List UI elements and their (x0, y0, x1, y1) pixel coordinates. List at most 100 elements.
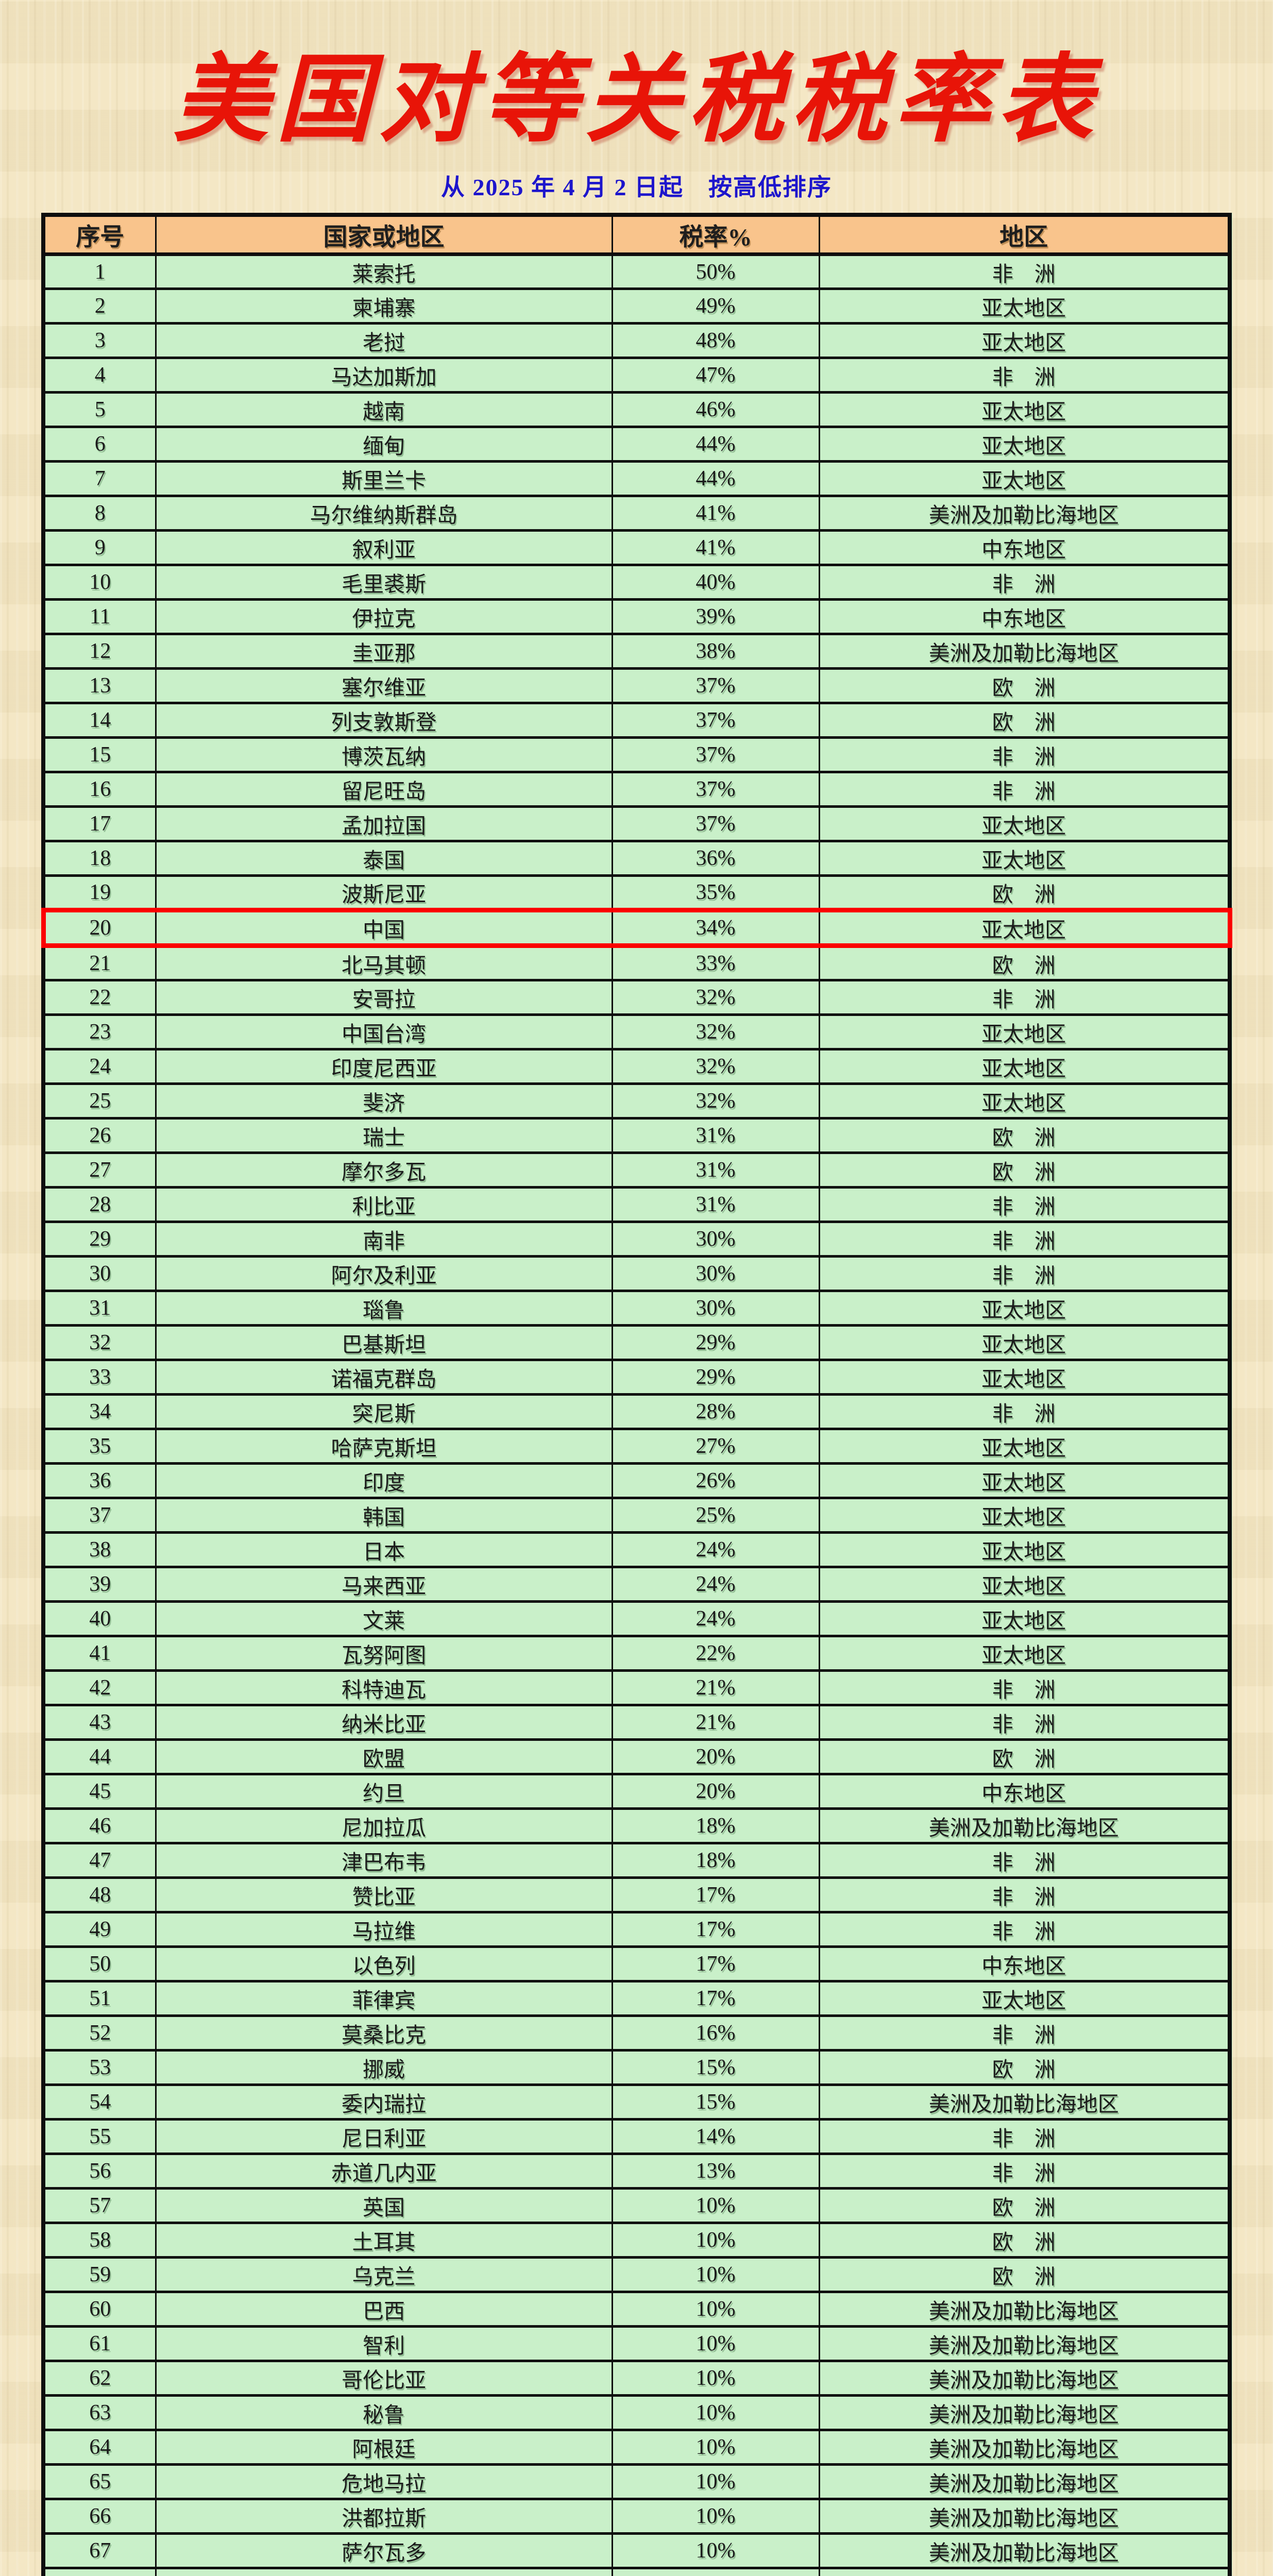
cell-region: 亚太地区 (819, 841, 1231, 877)
cell-country: 哈萨克斯坦 (156, 1429, 613, 1465)
cell-region: 美洲及加勒比海地区 (819, 2430, 1231, 2466)
cell-region: 美洲及加勒比海地区 (819, 2464, 1231, 2501)
cell-no: 5 (43, 392, 157, 429)
table-row: 49 马拉维 17% 非 洲 (43, 1912, 1231, 1948)
cell-country: 诺福克群岛 (156, 1360, 613, 1396)
cell-rate: 10% (612, 2499, 820, 2535)
cell-no: 51 (43, 1981, 157, 2018)
table-row: 19 波斯尼亚 35% 欧 洲 (43, 875, 1231, 912)
table-row: 3 老挝 48% 亚太地区 (43, 323, 1231, 360)
cell-rate: 10% (612, 2361, 820, 2397)
table-row: 28 利比亚 31% 非 洲 (43, 1187, 1231, 1224)
table-row: 41 瓦努阿图 22% 亚太地区 (43, 1636, 1231, 1672)
cell-region: 亚太地区 (819, 908, 1232, 948)
table-row: 9 叙利亚 41% 中东地区 (43, 530, 1231, 567)
cell-rate: 32% (612, 980, 820, 1016)
cell-rate: 37% (612, 806, 820, 843)
cell-country: 叙利亚 (156, 530, 613, 567)
cell-no: 65 (43, 2464, 157, 2501)
cell-country: 英国 (156, 2188, 613, 2225)
table-row: 4 马达加斯加 47% 非 洲 (43, 358, 1231, 394)
cell-region: 美洲及加勒比海地区 (819, 2533, 1231, 2570)
column-header-country: 国家或地区 (156, 215, 613, 257)
table-row: 33 诺福克群岛 29% 亚太地区 (43, 1360, 1231, 1396)
cell-country: 巴基斯坦 (156, 1325, 613, 1362)
cell-region: 亚太地区 (819, 1636, 1231, 1672)
cell-region: 亚太地区 (819, 1360, 1231, 1396)
cell-country: 老挝 (156, 323, 613, 360)
cell-rate: 32% (612, 1049, 820, 1086)
cell-region: 亚太地区 (819, 1498, 1231, 1534)
cell-rate: 10% (612, 2395, 820, 2432)
table-row: 48 赞比亚 17% 非 洲 (43, 1877, 1231, 1914)
cell-rate: 10% (612, 2326, 820, 2363)
cell-no: 46 (43, 1808, 157, 1845)
table-row: 17 孟加拉国 37% 亚太地区 (43, 806, 1231, 843)
table-row: 64 阿根廷 10% 美洲及加勒比海地区 (43, 2430, 1231, 2466)
cell-country: 博茨瓦纳 (156, 737, 613, 774)
cell-country: 伊拉克 (156, 599, 613, 636)
cell-region: 非 洲 (819, 2154, 1231, 2190)
cell-no: 68 (43, 2568, 157, 2576)
table-row: 68 乌拉圭 10% 美洲及加勒比海地区 (43, 2568, 1231, 2576)
table-row: 27 摩尔多瓦 31% 欧 洲 (43, 1153, 1231, 1189)
cell-rate: 37% (612, 737, 820, 774)
cell-country: 中国台湾 (156, 1014, 613, 1051)
cell-region: 非 洲 (819, 1394, 1231, 1431)
cell-region: 亚太地区 (819, 1014, 1231, 1051)
cell-country: 阿尔及利亚 (156, 1256, 613, 1293)
cell-region: 欧 洲 (819, 668, 1231, 705)
cell-rate: 24% (612, 1601, 820, 1638)
page-title: 美国对等关税税率表 (173, 47, 1100, 154)
cell-region: 欧 洲 (819, 2188, 1231, 2225)
cell-region: 美洲及加勒比海地区 (819, 496, 1231, 532)
cell-country: 阿根廷 (156, 2430, 613, 2466)
cell-rate: 30% (612, 1222, 820, 1258)
cell-region: 欧 洲 (819, 945, 1231, 982)
cell-no: 39 (43, 1567, 157, 1603)
table-row: 15 博茨瓦纳 37% 非 洲 (43, 737, 1231, 774)
cell-country: 约旦 (156, 1774, 613, 1810)
column-header-region: 地区 (819, 215, 1231, 257)
cell-region: 亚太地区 (819, 1567, 1231, 1603)
cell-region: 欧 洲 (819, 1153, 1231, 1189)
cell-rate: 49% (612, 289, 820, 325)
cell-no: 58 (43, 2223, 157, 2259)
cell-region: 亚太地区 (819, 1429, 1231, 1465)
cell-region: 美洲及加勒比海地区 (819, 1808, 1231, 1845)
cell-rate: 24% (612, 1532, 820, 1569)
cell-no: 67 (43, 2533, 157, 2570)
cell-region: 非 洲 (819, 737, 1231, 774)
cell-country: 摩尔多瓦 (156, 1153, 613, 1189)
cell-rate: 16% (612, 2015, 820, 2052)
cell-no: 52 (43, 2015, 157, 2052)
table-row: 58 土耳其 10% 欧 洲 (43, 2223, 1231, 2259)
cell-no: 43 (43, 1705, 157, 1741)
cell-country: 瑙鲁 (156, 1291, 613, 1327)
cell-rate: 10% (612, 2223, 820, 2259)
table-row: 62 哥伦比亚 10% 美洲及加勒比海地区 (43, 2361, 1231, 2397)
cell-region: 非 洲 (819, 1877, 1231, 1914)
cell-country: 莫桑比克 (156, 2015, 613, 2052)
cell-rate: 17% (612, 1912, 820, 1948)
table-row: 45 约旦 20% 中东地区 (43, 1774, 1231, 1810)
cell-country: 印度尼西亚 (156, 1049, 613, 1086)
cell-no: 17 (43, 806, 157, 843)
cell-region: 非 洲 (819, 565, 1231, 601)
cell-country: 越南 (156, 392, 613, 429)
cell-country: 泰国 (156, 841, 613, 877)
table-row: 40 文莱 24% 亚太地区 (43, 1601, 1231, 1638)
table-row: 42 科特迪瓦 21% 非 洲 (43, 1670, 1231, 1707)
cell-rate: 48% (612, 323, 820, 360)
cell-region: 中东地区 (819, 530, 1231, 567)
cell-no: 34 (43, 1394, 157, 1431)
page-subtitle: 从 2025 年 4 月 2 日起 按高低排序 (441, 174, 832, 201)
cell-rate: 37% (612, 703, 820, 739)
cell-no: 7 (43, 461, 157, 498)
cell-country: 马来西亚 (156, 1567, 613, 1603)
table-row: 1 莱索托 50% 非 洲 (43, 254, 1231, 291)
cell-country: 智利 (156, 2326, 613, 2363)
cell-region: 中东地区 (819, 599, 1231, 636)
cell-country: 柬埔寨 (156, 289, 613, 325)
cell-country: 印度 (156, 1463, 613, 1500)
